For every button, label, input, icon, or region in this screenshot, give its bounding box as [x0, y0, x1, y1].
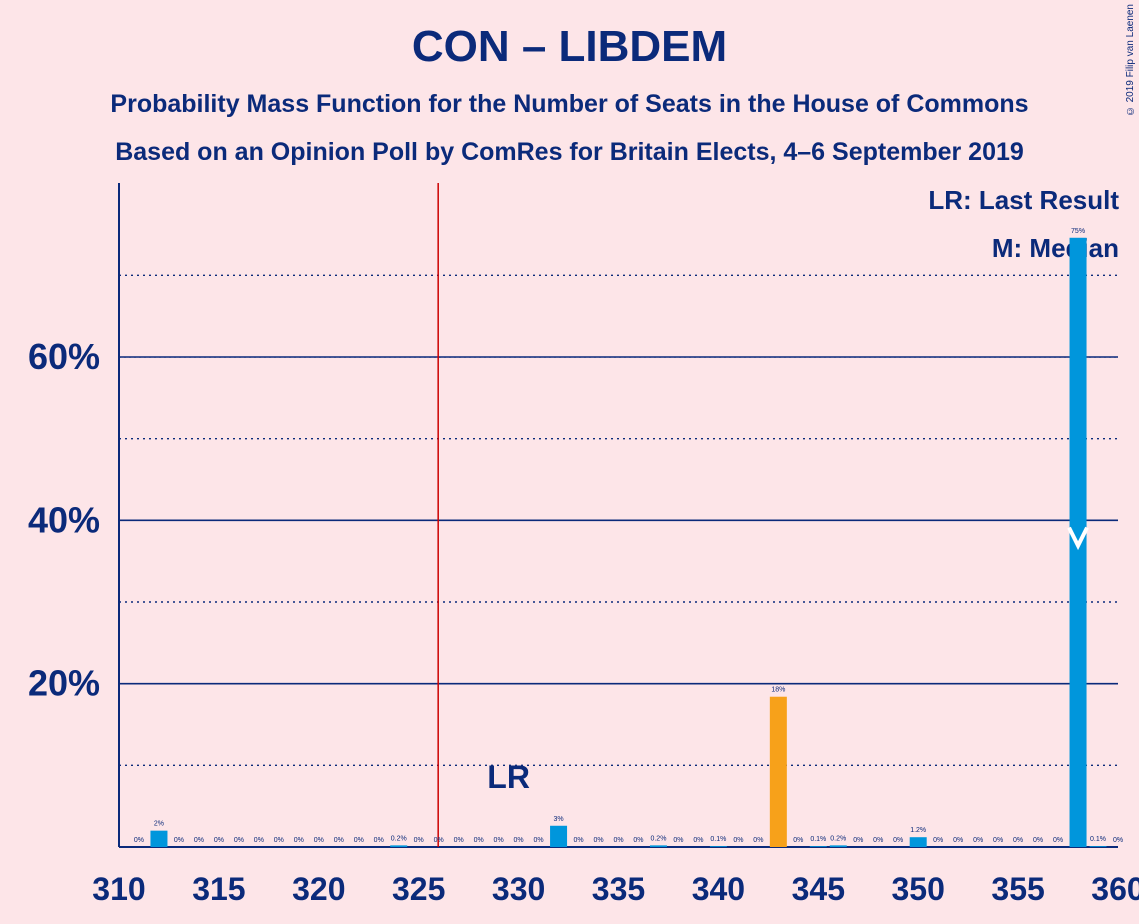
bar-seat-332 — [550, 825, 568, 847]
bar-label-seat-319: 0% — [294, 837, 304, 844]
x-tick-label: 345 — [792, 871, 845, 907]
bar-label-seat-311: 0% — [134, 837, 144, 844]
bar-label-seat-352: 0% — [953, 837, 963, 844]
x-tick-label: 320 — [292, 871, 345, 907]
bar-seat-346 — [829, 845, 847, 847]
bar-label-seat-341: 0% — [733, 837, 743, 844]
bar-seat-359 — [1089, 846, 1107, 847]
legend-median: M: Median — [991, 233, 1119, 263]
chart-subtitle-1: Probability Mass Function for the Number… — [110, 90, 1029, 118]
bar-label-seat-348: 0% — [873, 837, 883, 844]
bar-label-seat-350: 1.2% — [910, 827, 926, 834]
bar-label-seat-343: 18% — [771, 687, 785, 694]
bar-seat-337 — [649, 845, 667, 847]
x-tick-label: 340 — [692, 871, 745, 907]
bar-label-seat-312: 2% — [154, 821, 164, 828]
bar-label-seat-334: 0% — [593, 837, 603, 844]
x-tick-label: 350 — [892, 871, 945, 907]
x-tick-label: 360 — [1091, 871, 1139, 907]
bar-label-seat-338: 0% — [673, 837, 683, 844]
bar-label-seat-344: 0% — [793, 837, 803, 844]
bar-label-seat-336: 0% — [633, 837, 643, 844]
x-tick-label: 330 — [492, 871, 545, 907]
bar-label-seat-354: 0% — [993, 837, 1003, 844]
bar-label-seat-318: 0% — [274, 837, 284, 844]
bar-label-seat-332: 3% — [553, 816, 563, 823]
bar-label-seat-327: 0% — [454, 837, 464, 844]
bar-label-seat-342: 0% — [753, 837, 763, 844]
x-tick-label: 310 — [92, 871, 145, 907]
bar-label-seat-315: 0% — [214, 837, 224, 844]
bar-seat-345 — [809, 846, 827, 847]
x-tick-label: 325 — [392, 871, 445, 907]
bar-label-seat-329: 0% — [494, 837, 504, 844]
chart-title: CON – LIBDEM — [411, 22, 728, 71]
legend-last-result: LR: Last Result — [928, 185, 1119, 215]
bar-label-seat-324: 0.2% — [391, 835, 407, 842]
bar-label-seat-321: 0% — [334, 837, 344, 844]
bar-label-seat-347: 0% — [853, 837, 863, 844]
bar-label-seat-339: 0% — [693, 837, 703, 844]
bar-label-seat-314: 0% — [194, 837, 204, 844]
bar-seat-340 — [709, 846, 727, 847]
bar-label-seat-358: 75% — [1071, 228, 1085, 235]
median-marker — [1067, 526, 1089, 551]
bar-label-seat-357: 0% — [1053, 837, 1063, 844]
bar-label-seat-349: 0% — [893, 837, 903, 844]
bar-label-seat-323: 0% — [374, 837, 384, 844]
bar-label-seat-320: 0% — [314, 837, 324, 844]
bar-seat-312 — [150, 830, 168, 847]
bar-label-seat-345: 0.1% — [810, 836, 826, 843]
bar-label-seat-351: 0% — [933, 837, 943, 844]
bar-label-seat-330: 0% — [514, 837, 524, 844]
bar-seat-343 — [769, 696, 787, 847]
bar-label-seat-328: 0% — [474, 837, 484, 844]
bar-seat-324 — [390, 845, 408, 847]
bar-label-seat-340: 0.1% — [710, 836, 726, 843]
x-tick-label: 335 — [592, 871, 645, 907]
bar-label-seat-355: 0% — [1013, 837, 1023, 844]
y-tick-label: 20% — [28, 663, 100, 704]
bar-label-seat-325: 0% — [414, 837, 424, 844]
bar-label-seat-353: 0% — [973, 837, 983, 844]
x-tick-label: 355 — [991, 871, 1044, 907]
y-tick-label: 40% — [28, 499, 100, 540]
bar-seat-350 — [909, 837, 927, 847]
bar-label-seat-335: 0% — [613, 837, 623, 844]
bar-label-seat-317: 0% — [254, 837, 264, 844]
x-tick-label: 315 — [192, 871, 245, 907]
bar-label-seat-322: 0% — [354, 837, 364, 844]
bar-label-seat-316: 0% — [234, 837, 244, 844]
bar-label-seat-360: 0% — [1113, 837, 1123, 844]
last-result-label: LR — [487, 759, 530, 795]
y-tick-label: 60% — [28, 336, 100, 377]
bar-label-seat-356: 0% — [1033, 837, 1043, 844]
bar-label-seat-313: 0% — [174, 837, 184, 844]
bar-label-seat-326: 0% — [434, 837, 444, 844]
bar-label-seat-337: 0.2% — [650, 835, 666, 842]
chart-subtitle-2: Based on an Opinion Poll by ComRes for B… — [115, 138, 1024, 166]
bar-label-seat-333: 0% — [573, 837, 583, 844]
bar-label-seat-346: 0.2% — [830, 835, 846, 842]
bar-label-seat-359: 0.1% — [1090, 836, 1106, 843]
bar-label-seat-331: 0% — [534, 837, 544, 844]
